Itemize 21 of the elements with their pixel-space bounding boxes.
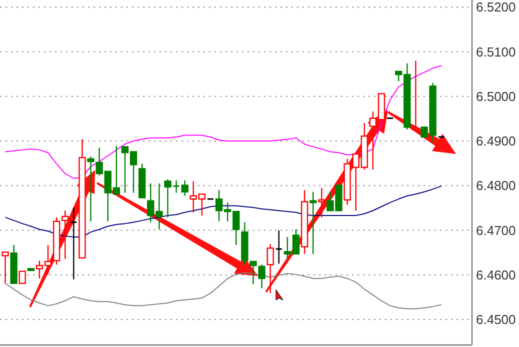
candlestick [412,60,420,132]
candlestick [266,243,274,294]
y-tick-label: 6.5000 [476,88,516,104]
candlestick [275,230,283,264]
y-tick-label: 6.4900 [476,134,516,149]
candlestick [164,178,172,218]
candlestick [318,187,326,218]
candlestick [250,260,257,285]
line-series [4,65,442,179]
y-tick-label: 6.5100 [476,44,516,60]
candlestick [18,270,26,284]
candlestick [258,264,266,289]
candlestick [70,206,78,280]
line-series [4,186,442,238]
y-tick-label: 6.4700 [476,222,516,238]
candlestick [87,156,94,222]
y-tick-label: 6.5200 [476,0,516,15]
y-tick-label: 6.4600 [476,267,516,282]
y-tick-label: 6.4800 [476,178,516,194]
y-tick-label: 6.4500 [476,312,516,328]
candlestick [309,191,317,255]
